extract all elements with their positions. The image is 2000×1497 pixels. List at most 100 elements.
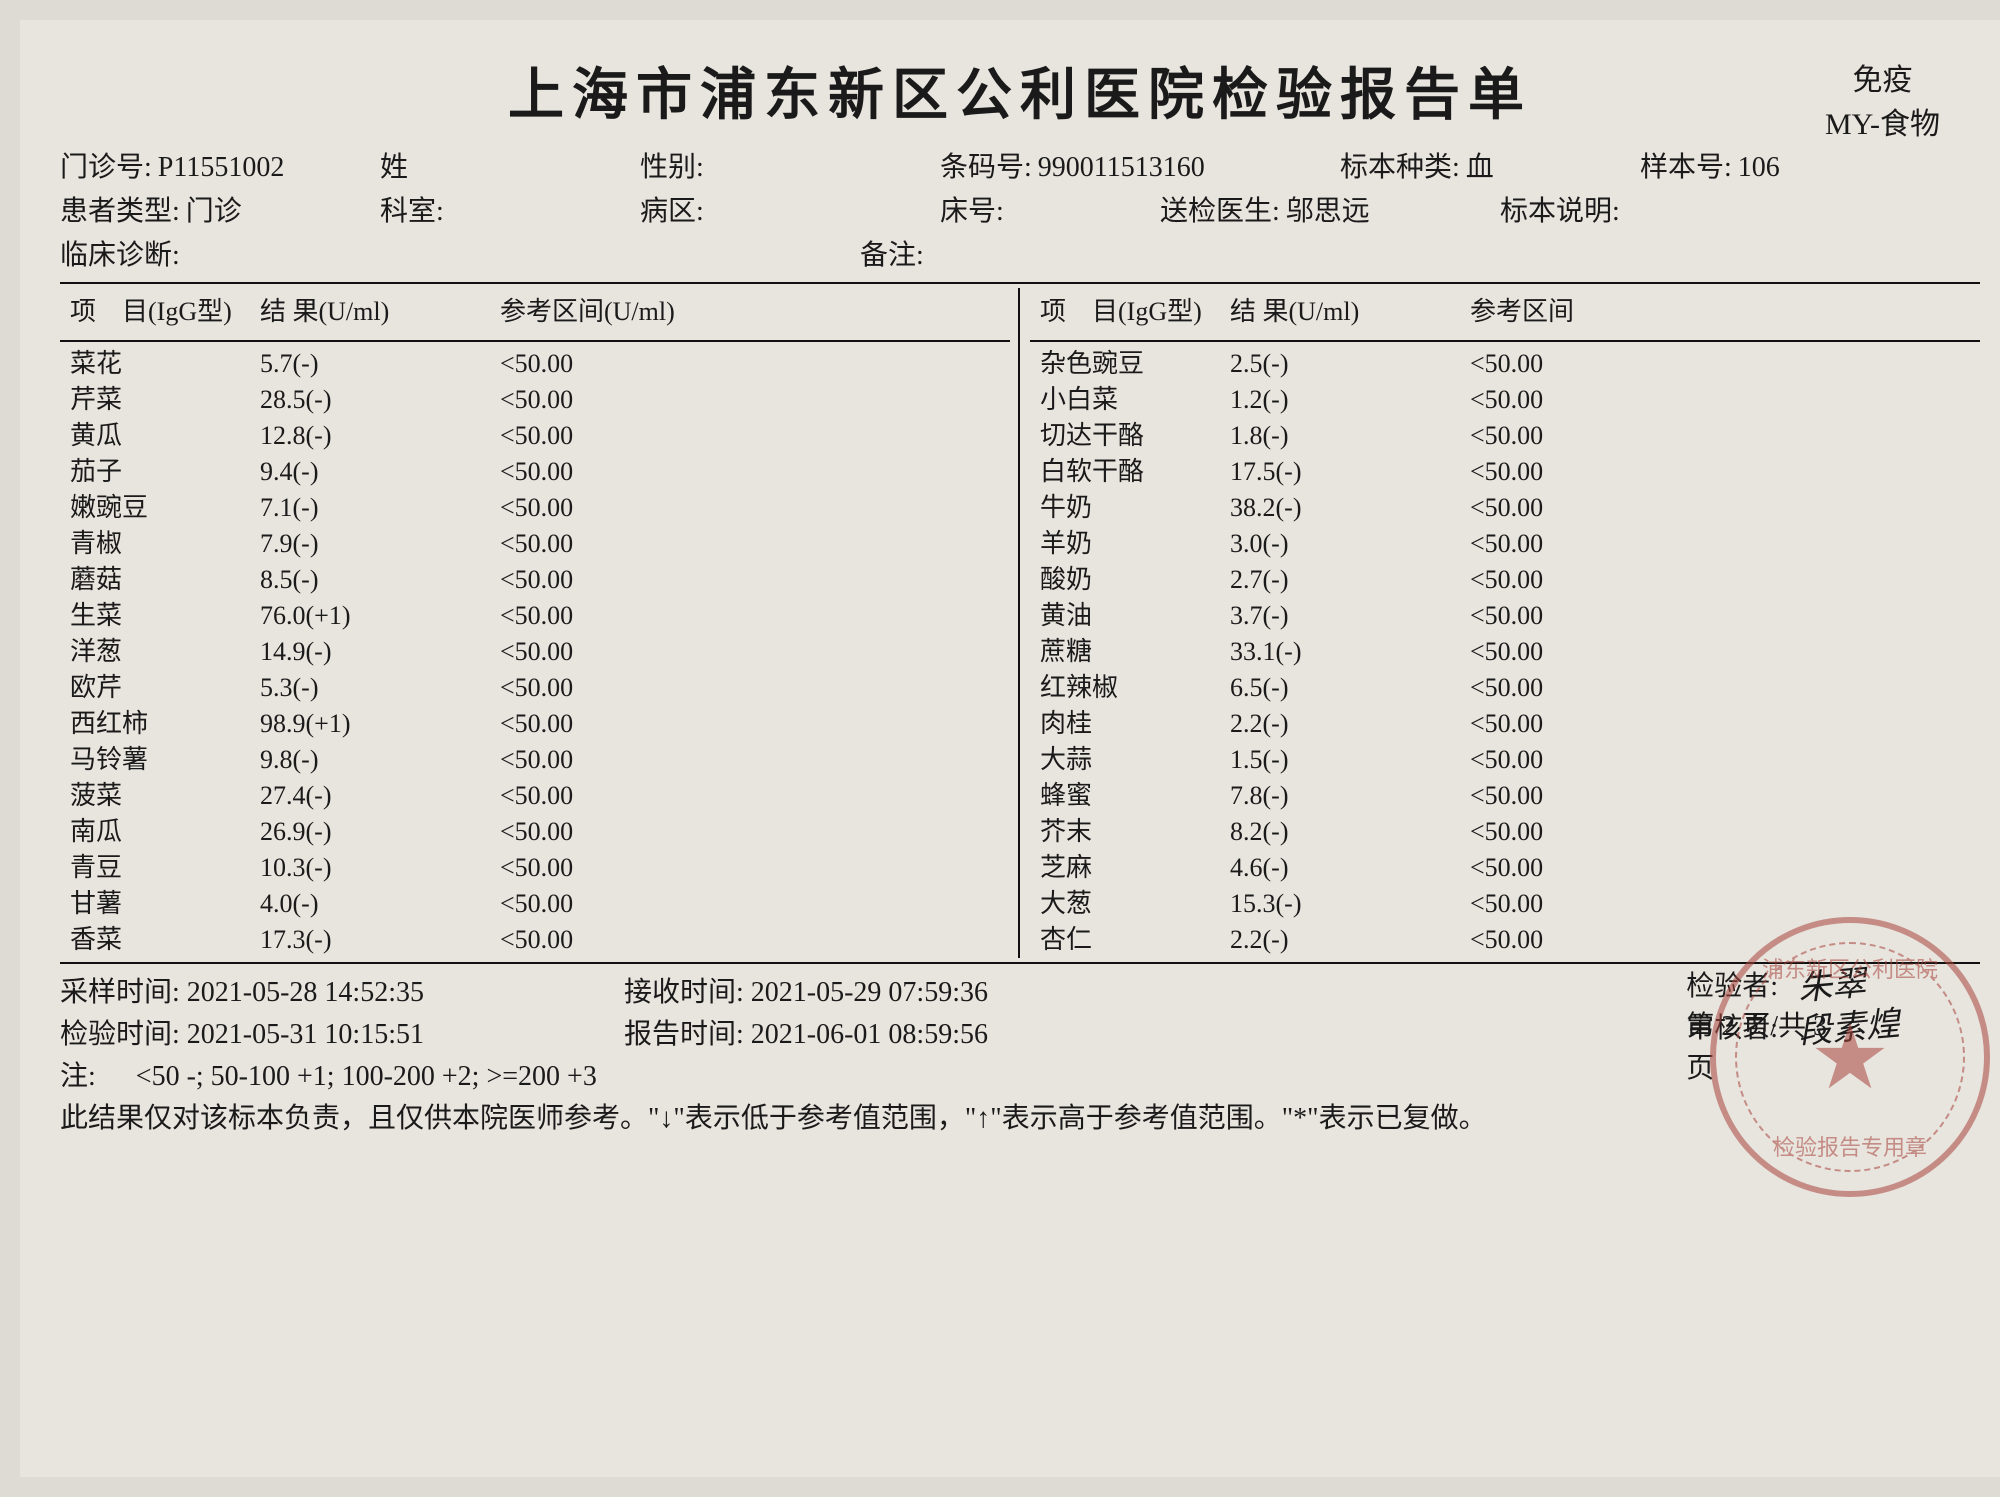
item-range: <50.00 (1470, 526, 1980, 562)
top-right-category: 免疫 MY-食物 (1825, 55, 1940, 143)
item-range: <50.00 (1470, 670, 1980, 706)
item-name: 白软干酪 (1030, 454, 1230, 490)
item-range: <50.00 (1470, 562, 1980, 598)
sample-no: 106 (1738, 146, 1780, 190)
hdr-item-r: 项 目(IgG型) (1030, 294, 1230, 330)
item-name: 蜂蜜 (1030, 778, 1230, 814)
item-result: 7.9(-) (260, 526, 500, 562)
item-result: 5.7(-) (260, 346, 500, 382)
data-row: 菜花5.7(-)<50.00 (60, 346, 1010, 382)
item-result: 4.0(-) (260, 886, 500, 922)
note-label: 注: (60, 1056, 96, 1098)
data-row: 菠菜27.4(-)<50.00 (60, 778, 1010, 814)
stamp-text-bottom: 检验报告专用章 (1737, 1130, 1963, 1162)
item-name: 菜花 (60, 346, 260, 382)
item-result: 17.5(-) (1230, 454, 1470, 490)
item-name: 蔗糖 (1030, 634, 1230, 670)
item-result: 1.5(-) (1230, 742, 1470, 778)
data-row: 嫩豌豆7.1(-)<50.00 (60, 490, 1010, 526)
item-name: 欧芹 (60, 670, 260, 706)
hdr-item-l: 项 目(IgG型) (60, 294, 260, 330)
data-row: 生菜76.0(+1)<50.00 (60, 598, 1010, 634)
barcode-value: 990011513160 (1038, 146, 1205, 190)
item-result: 7.1(-) (260, 490, 500, 526)
item-range: <50.00 (500, 454, 1010, 490)
patient-type: 门诊 (186, 190, 242, 234)
item-name: 杏仁 (1030, 922, 1230, 958)
item-range: <50.00 (1470, 742, 1980, 778)
data-row: 蘑菇8.5(-)<50.00 (60, 562, 1010, 598)
item-range: <50.00 (500, 778, 1010, 814)
bed-label: 床号: (940, 190, 1004, 234)
data-row: 青豆10.3(-)<50.00 (60, 850, 1010, 886)
item-name: 杂色豌豆 (1030, 346, 1230, 382)
item-range: <50.00 (1470, 454, 1980, 490)
item-name: 肉桂 (1030, 706, 1230, 742)
sample-time: 2021-05-28 14:52:35 (187, 977, 424, 1008)
data-row: 牛奶38.2(-)<50.00 (1030, 490, 1980, 526)
item-range: <50.00 (500, 670, 1010, 706)
item-range: <50.00 (500, 382, 1010, 418)
item-range: <50.00 (500, 346, 1010, 382)
item-range: <50.00 (500, 634, 1010, 670)
hdr-result-r: 结 果(U/ml) (1230, 294, 1470, 330)
data-row: 羊奶3.0(-)<50.00 (1030, 526, 1980, 562)
recv-time: 2021-05-29 07:59:36 (751, 977, 988, 1008)
data-row: 小白菜1.2(-)<50.00 (1030, 382, 1980, 418)
data-row: 甘薯4.0(-)<50.00 (60, 886, 1010, 922)
specimen-type-label: 标本种类: (1340, 146, 1460, 190)
data-row: 香菜17.3(-)<50.00 (60, 922, 1010, 958)
left-rows-container: 菜花5.7(-)<50.00芹菜28.5(-)<50.00黄瓜12.8(-)<5… (60, 346, 1010, 958)
item-name: 西红柿 (60, 706, 260, 742)
item-result: 76.0(+1) (260, 598, 500, 634)
item-result: 7.8(-) (1230, 778, 1470, 814)
item-result: 9.4(-) (260, 454, 500, 490)
item-result: 26.9(-) (260, 814, 500, 850)
item-range: <50.00 (1470, 382, 1980, 418)
item-range: <50.00 (1470, 490, 1980, 526)
outpatient-no: P11551002 (158, 146, 285, 190)
hdr-range-r: 参考区间 (1470, 294, 1980, 330)
item-result: 2.7(-) (1230, 562, 1470, 598)
report-title: 上海市浦东新区公利医院检验报告单 (508, 65, 1532, 127)
table-left-column: 项 目(IgG型) 结 果(U/ml) 参考区间(U/ml) 菜花5.7(-)<… (60, 288, 1020, 958)
item-result: 5.3(-) (260, 670, 500, 706)
item-result: 10.3(-) (260, 850, 500, 886)
item-result: 9.8(-) (260, 742, 500, 778)
item-name: 切达干酪 (1030, 418, 1230, 454)
item-result: 17.3(-) (260, 922, 500, 958)
hr-top (60, 282, 1980, 284)
item-name: 芥末 (1030, 814, 1230, 850)
sex-label: 性别: (640, 146, 704, 190)
data-row: 大蒜1.5(-)<50.00 (1030, 742, 1980, 778)
item-range: <50.00 (1470, 634, 1980, 670)
hdr-range-l: 参考区间(U/ml) (500, 294, 1010, 330)
sample-no-label: 样本号: (1640, 146, 1732, 190)
left-header-row: 项 目(IgG型) 结 果(U/ml) 参考区间(U/ml) (60, 288, 1010, 336)
data-row: 芝麻4.6(-)<50.00 (1030, 850, 1980, 886)
item-result: 98.9(+1) (260, 706, 500, 742)
hdr-result-l: 结 果(U/ml) (260, 294, 500, 330)
item-range: <50.00 (1470, 778, 1980, 814)
item-name: 黄油 (1030, 598, 1230, 634)
title-row: 上海市浦东新区公利医院检验报告单 免疫 MY-食物 (60, 50, 1980, 131)
item-range: <50.00 (500, 886, 1010, 922)
outpatient-no-label: 门诊号: (60, 146, 152, 190)
data-row: 白软干酪17.5(-)<50.00 (1030, 454, 1980, 490)
item-name: 小白菜 (1030, 382, 1230, 418)
item-range: <50.00 (500, 562, 1010, 598)
item-name: 青椒 (60, 526, 260, 562)
data-row: 青椒7.9(-)<50.00 (60, 526, 1010, 562)
barcode-label: 条码号: (940, 146, 1032, 190)
patient-type-label: 患者类型: (60, 190, 180, 234)
item-result: 3.0(-) (1230, 526, 1470, 562)
item-name: 洋葱 (60, 634, 260, 670)
item-range: <50.00 (1470, 814, 1980, 850)
right-header-row: 项 目(IgG型) 结 果(U/ml) 参考区间 (1030, 288, 1980, 336)
right-rows-container: 杂色豌豆2.5(-)<50.00小白菜1.2(-)<50.00切达干酪1.8(-… (1030, 346, 1980, 958)
data-row: 南瓜26.9(-)<50.00 (60, 814, 1010, 850)
table-right-column: 项 目(IgG型) 结 果(U/ml) 参考区间 杂色豌豆2.5(-)<50.0… (1020, 288, 1980, 958)
specimen-type: 血 (1466, 146, 1494, 190)
data-row: 洋葱14.9(-)<50.00 (60, 634, 1010, 670)
item-result: 27.4(-) (260, 778, 500, 814)
